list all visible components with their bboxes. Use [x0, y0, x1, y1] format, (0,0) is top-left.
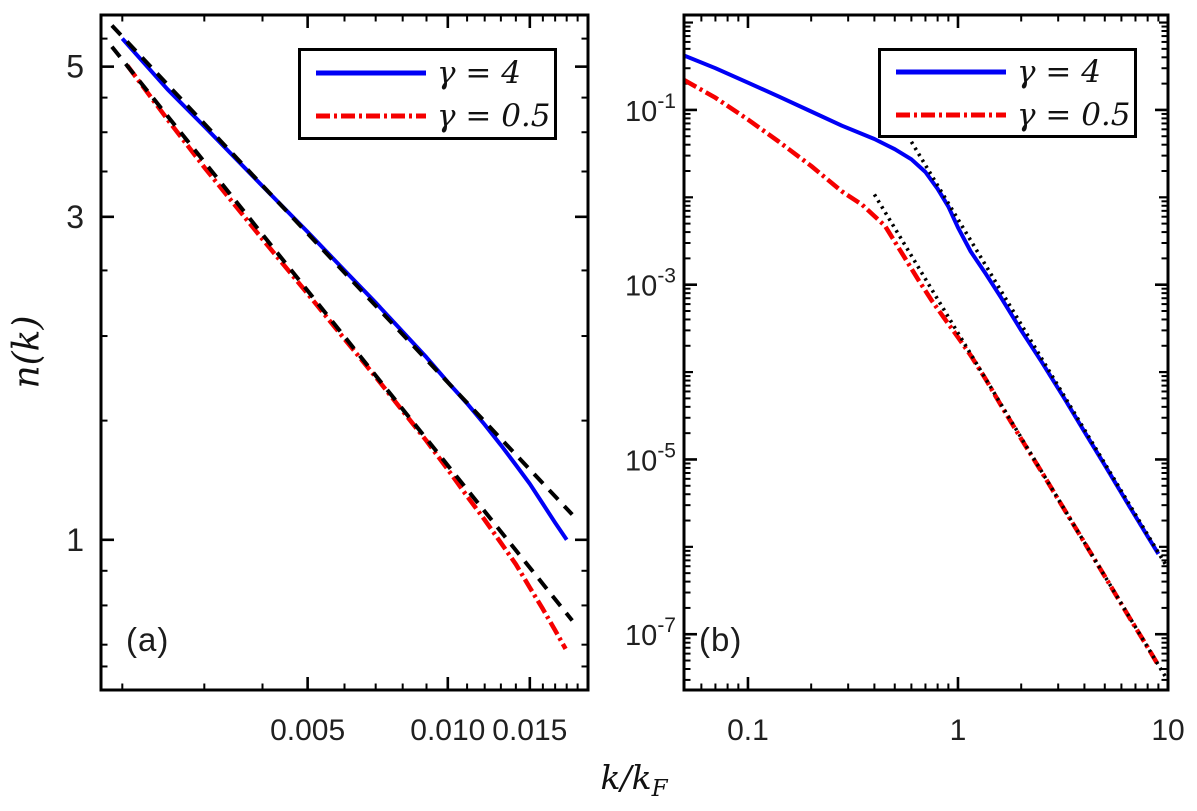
x-tick-label: 0.010 — [410, 714, 485, 747]
legend-entry-gamma-0.5: γ = 0.5 — [894, 97, 1134, 133]
legend-label-gamma-0.5: γ = 0.5 — [1017, 96, 1131, 133]
panel-b-tag: (b) — [699, 621, 743, 658]
legend-line-gamma-4-icon — [896, 69, 1006, 74]
y-tick-label: 1 — [66, 522, 84, 558]
legend-label-gamma-0.5: γ = 0.5 — [437, 97, 551, 134]
x-tick-label: 0.005 — [270, 714, 345, 747]
panel-(b): 0.1 1 10 10-1 10-3 10-5 10-7 — [625, 13, 1185, 747]
x-axis-label: k/kF — [600, 758, 667, 802]
panel-a-tag: (a) — [126, 621, 170, 658]
legend-panel-b: γ = 4 γ = 0.5 — [878, 48, 1137, 138]
legend-label-gamma-4: γ = 4 — [1017, 53, 1101, 90]
legend-entry-gamma-0.5: γ = 0.5 — [314, 98, 554, 134]
legend-entry-gamma-4: γ = 4 — [314, 55, 554, 91]
legend-entry-gamma-4: γ = 4 — [894, 54, 1134, 90]
curves — [684, 53, 1168, 678]
curve-power-law-fit-gamma-0.5 — [110, 45, 574, 622]
panel-(a): 0.005 0.010 0.015 5 3 1 — [66, 13, 590, 747]
axes-frame — [99, 13, 590, 692]
y-tick-label: 10-7 — [625, 614, 676, 652]
y-axis-label: n(k) — [6, 315, 48, 389]
x-axis-label-sub: F — [651, 776, 668, 802]
curve-power-law-fit-gamma-4 — [110, 24, 574, 516]
curve-gamma-0.5 — [125, 64, 568, 651]
y-tick-label: 5 — [66, 49, 84, 85]
y-tick-label: 10-1 — [625, 90, 676, 128]
legend-line-gamma-4-icon — [316, 70, 426, 75]
y-tick-label: 10-5 — [625, 439, 676, 477]
curve-k4-tail-gamma-4 — [909, 140, 1168, 567]
x-tick-label: 0.015 — [492, 714, 567, 747]
legend-line-gamma-0.5-icon — [316, 113, 426, 118]
curves — [110, 24, 574, 651]
x-axis-label-main: k/k — [600, 758, 652, 797]
legend-panel-a: γ = 4 γ = 0.5 — [298, 48, 557, 140]
x-tick-label: 10 — [1151, 714, 1184, 747]
y-tick-label: 3 — [66, 199, 84, 235]
axes-frame — [682, 13, 1170, 692]
legend-label-gamma-4: γ = 4 — [437, 54, 521, 91]
x-tick-label: 1 — [950, 714, 967, 747]
curve-k4-tail-gamma-0.5 — [872, 193, 1167, 678]
x-tick-label: 0.1 — [727, 714, 769, 747]
y-tick-label: 10-3 — [625, 265, 676, 303]
legend-line-gamma-0.5-icon — [896, 112, 1006, 117]
